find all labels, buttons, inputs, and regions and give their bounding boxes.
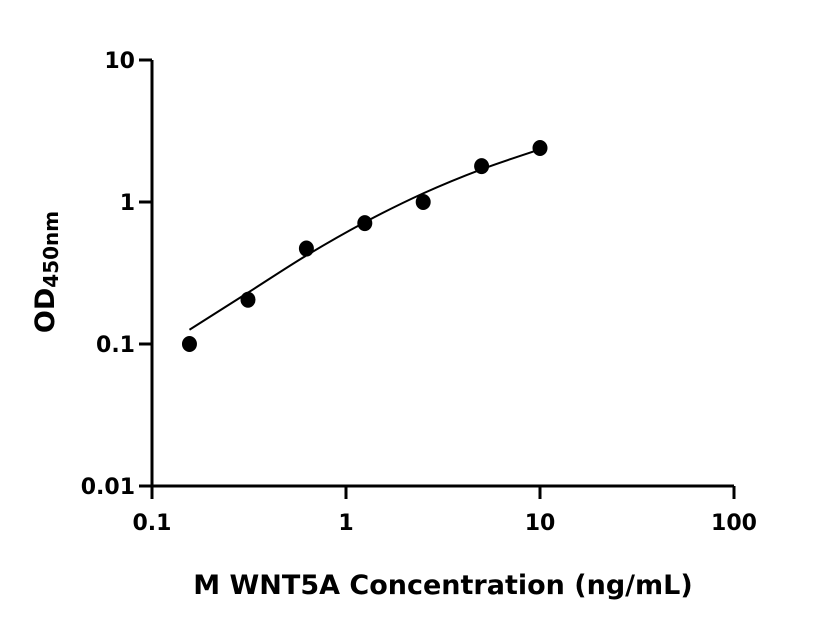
y-tick-label: 10 [104,49,135,74]
data-point [357,215,373,232]
data-point [415,194,431,210]
x-axis-label: M WNT5A Concentration (ng/mL) [193,570,692,601]
y-axis-label-sub: 450nm [39,211,63,288]
x-tick-label: 0.1 [133,511,172,536]
x-tick-label: 1 [338,511,353,536]
data-point [474,158,490,175]
y-tick-label: 0.1 [96,333,135,358]
data-point [240,291,256,308]
y-axis-label: OD450nm [30,211,63,333]
y-tick-label: 0.01 [81,475,135,500]
data-point [298,240,314,257]
data-point [532,140,548,157]
data-points [181,140,548,352]
axes: 0.1 1 10 100 0.01 0.1 1 10 [81,49,757,536]
x-tick-label: 100 [711,511,757,536]
y-axis-label-main: OD [30,288,61,333]
y-tick-label: 1 [120,191,135,216]
x-tick-label: 10 [525,511,556,536]
data-point [181,336,197,352]
